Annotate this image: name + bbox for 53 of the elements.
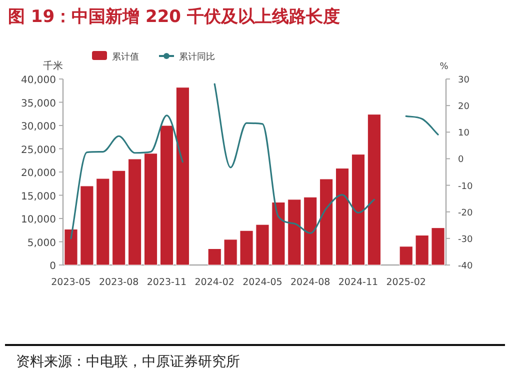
y2-tick-label: 20	[458, 102, 470, 112]
y-tick-label: 15,000	[21, 191, 56, 202]
y-tick-label: 20,000	[21, 168, 56, 179]
y2-tick-label: -10	[458, 182, 473, 192]
chart-title: 图 19：中国新增 220 千伏及以上线路长度	[8, 7, 340, 27]
x-tick-label: 2023-08	[99, 277, 139, 288]
bar	[288, 199, 302, 266]
x-tick-label: 2025-02	[386, 277, 426, 288]
x-tick-label: 2023-11	[146, 277, 187, 288]
x-tick-label: 2024-02	[194, 277, 234, 288]
y2-tick-label: -30	[458, 234, 473, 245]
bar	[208, 248, 222, 266]
bar	[176, 87, 190, 266]
y2-tick-label: -40	[458, 262, 473, 272]
y-tick-label: 5,000	[27, 238, 56, 249]
legend-label: 累计同比	[179, 52, 215, 62]
y2-tick-label: -20	[458, 208, 473, 218]
y-tick-label: 0	[50, 261, 56, 272]
x-tick-label: 2024-11	[338, 277, 378, 288]
y-axis-title: 千米	[43, 60, 63, 72]
bar	[351, 154, 366, 266]
bar	[224, 239, 238, 266]
bar	[335, 168, 350, 266]
x-tick-label: 2023-05	[51, 277, 91, 288]
text: 资料来源：中电联，中原证券研究所	[16, 354, 240, 370]
y-tick-label: 40,000	[21, 75, 56, 86]
y-tick-label: 10,000	[21, 214, 56, 226]
y2-tick-label: 0	[458, 155, 464, 166]
bar	[272, 202, 286, 266]
x-tick-label: 2024-08	[290, 277, 330, 288]
x-tick-label: 2024-05	[242, 277, 282, 288]
y-tick-label: 25,000	[21, 144, 56, 156]
bar	[240, 230, 254, 266]
bar	[64, 228, 78, 266]
y-tick-label: 35,000	[21, 98, 56, 110]
bar	[80, 186, 94, 266]
bar	[320, 178, 334, 266]
bar	[256, 224, 270, 266]
y2-axis-title: %	[440, 62, 449, 72]
y-tick-label: 30,000	[21, 122, 56, 132]
bar	[112, 170, 126, 266]
bar	[367, 114, 381, 266]
bar	[304, 196, 318, 266]
legend-label: 累计值	[112, 52, 139, 62]
bar	[128, 158, 142, 266]
bar	[160, 125, 174, 266]
bar	[96, 178, 110, 266]
bar	[431, 228, 445, 266]
bar	[415, 234, 429, 266]
y2-tick-label: 30	[458, 76, 470, 86]
bar	[399, 246, 413, 266]
bar	[144, 153, 158, 266]
y2-tick-label: 10	[458, 128, 470, 139]
